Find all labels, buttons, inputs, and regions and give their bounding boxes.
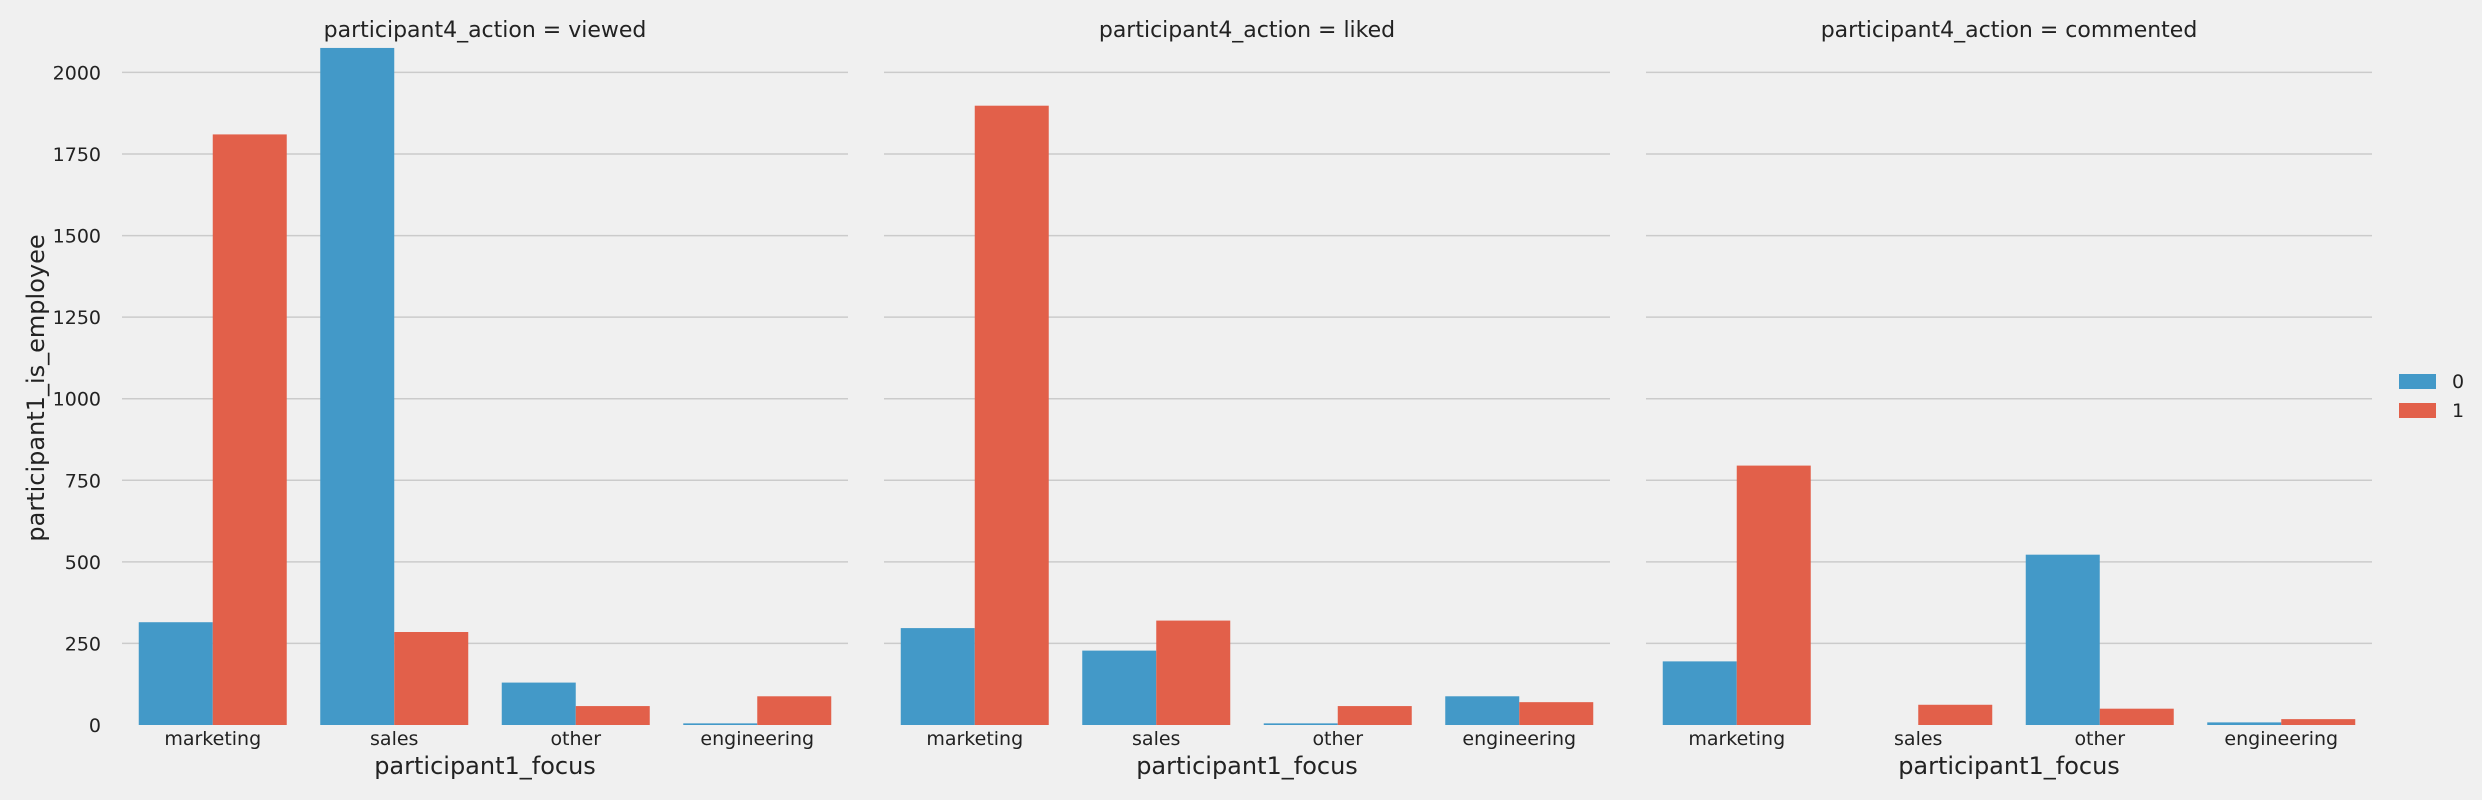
bar-other-series-0 (2025, 554, 2100, 725)
x-tick-label: marketing (164, 728, 261, 750)
x-tick-label: engineering (1462, 728, 1576, 750)
y-tick-label: 750 (65, 470, 101, 492)
bar-engineering-series-0 (2207, 722, 2282, 725)
x-axis-label: participant1_focus (1898, 752, 2120, 780)
bar-sales-series-0 (320, 47, 395, 726)
bar-marketing-series-0 (1662, 661, 1737, 725)
x-tick-label: marketing (926, 728, 1023, 750)
bar-marketing-series-1 (212, 134, 287, 725)
facet-title: participant4_action = commented (1821, 18, 2198, 43)
x-tick-label: other (2074, 728, 2125, 750)
bar-sales-series-1 (394, 632, 469, 725)
x-tick-label: marketing (1688, 728, 1785, 750)
facet-panel-1: marketing sales other engineering participan… (122, 18, 848, 780)
facet-panel-3: marketing sales other engineering participan… (1646, 18, 2372, 780)
x-axis-label: participant1_focus (1136, 752, 1358, 780)
facet-title: participant4_action = liked (1099, 18, 1395, 43)
x-tick-label: sales (370, 728, 418, 750)
legend-swatch-1 (2399, 403, 2436, 418)
bar-other-series-1 (2099, 708, 2174, 725)
y-tick-label: 1250 (53, 307, 101, 329)
bar-engineering-series-1 (2281, 719, 2356, 725)
bar-engineering-series-0 (683, 723, 758, 725)
bar-marketing-series-0 (138, 622, 213, 725)
bar-sales-series-1 (1156, 620, 1231, 725)
y-axis-label: participant1_is_employee (22, 234, 50, 541)
bar-sales-series-0 (1082, 650, 1157, 725)
bar-other-series-0 (501, 682, 576, 725)
bar-engineering-series-1 (1519, 702, 1594, 725)
x-tick-label: engineering (700, 728, 814, 750)
bar-marketing-series-0 (900, 628, 975, 725)
y-tick-label: 1750 (53, 144, 101, 166)
bar-sales-series-1 (1918, 704, 1993, 725)
bar-other-series-1 (1337, 706, 1412, 725)
legend: 01 (2399, 371, 2464, 422)
y-tick-label: 1500 (53, 226, 101, 248)
bar-other-series-0 (1263, 723, 1338, 725)
x-tick-label: other (550, 728, 601, 750)
bar-other-series-1 (575, 706, 650, 725)
bar-marketing-series-1 (1736, 465, 1811, 725)
facet-panel-2: marketing sales other engineering participan… (884, 18, 1610, 780)
legend-swatch-0 (2399, 374, 2436, 389)
y-tick-label: 250 (65, 633, 101, 655)
x-tick-label: sales (1894, 728, 1942, 750)
y-tick-label: 1000 (53, 389, 101, 411)
legend-label-1: 1 (2452, 400, 2464, 422)
x-tick-label: other (1312, 728, 1363, 750)
y-tick-label: 2000 (53, 62, 101, 84)
bar-marketing-series-1 (974, 105, 1049, 726)
x-tick-label: sales (1132, 728, 1180, 750)
legend-label-0: 0 (2452, 371, 2464, 393)
facet-title: participant4_action = viewed (324, 18, 647, 43)
bar-engineering-series-0 (1445, 696, 1520, 725)
x-axis-label: participant1_focus (374, 752, 596, 780)
bar-engineering-series-1 (757, 696, 832, 725)
x-tick-label: engineering (2224, 728, 2338, 750)
y-tick-label: 0 (89, 715, 101, 737)
y-tick-label: 500 (65, 552, 101, 574)
